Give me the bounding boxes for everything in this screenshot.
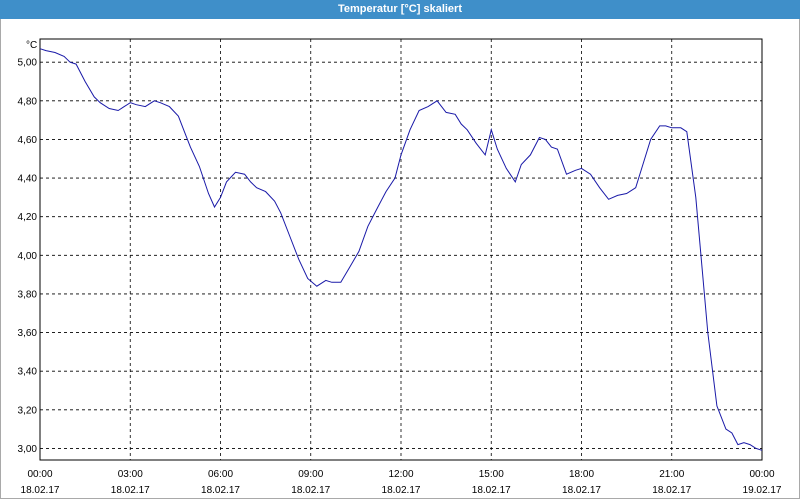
y-tick-label: 3,80 bbox=[18, 289, 38, 300]
y-tick-label: 4,60 bbox=[18, 135, 38, 146]
x-tick-time-label: 00:00 bbox=[749, 469, 774, 480]
x-tick-time-label: 21:00 bbox=[659, 469, 684, 480]
x-tick-date-label: 19.02.17 bbox=[743, 485, 782, 496]
x-axis-ticks: 00:00 18.02.17 03:00 18.02.17 06:00 18.02.17 0… bbox=[21, 469, 782, 496]
x-tick-date-label: 18.02.17 bbox=[21, 485, 60, 496]
y-axis-unit-label: °C bbox=[26, 40, 37, 51]
x-tick-time-label: 15:00 bbox=[479, 469, 504, 480]
chart-title: Temperatur [°C] skaliert bbox=[337, 3, 462, 15]
x-tick-time-label: 00:00 bbox=[27, 469, 52, 480]
x-tick-date-label: 18.02.17 bbox=[472, 485, 511, 496]
x-tick-date-label: 18.02.17 bbox=[382, 485, 421, 496]
chart-panel bbox=[0, 19, 800, 499]
y-tick-label: 4,80 bbox=[18, 96, 38, 107]
y-tick-label: 3,40 bbox=[18, 367, 38, 378]
x-tick-time-label: 06:00 bbox=[208, 469, 233, 480]
y-tick-label: 4,20 bbox=[18, 212, 38, 223]
x-tick-time-label: 18:00 bbox=[569, 469, 594, 480]
y-axis-ticks: 5,00 4,80 4,60 4,40 4,20 4,00 3,80 3,60 3,40 3,20… bbox=[18, 58, 38, 455]
temperature-series-line bbox=[39, 48, 763, 451]
y-tick-label: 4,00 bbox=[18, 251, 38, 262]
chart-title-bar: Temperatur [°C] skaliert bbox=[0, 0, 800, 19]
x-tick-time-label: 03:00 bbox=[118, 469, 143, 480]
x-tick-date-label: 18.02.17 bbox=[291, 485, 330, 496]
x-tick-date-label: 18.02.17 bbox=[201, 485, 240, 496]
x-tick-date-label: 18.02.17 bbox=[111, 485, 150, 496]
y-tick-label: 3,60 bbox=[18, 328, 38, 339]
y-tick-label: 4,40 bbox=[18, 174, 38, 185]
plot-area bbox=[39, 38, 763, 461]
y-tick-label: 5,00 bbox=[18, 58, 38, 69]
x-tick-date-label: 18.02.17 bbox=[652, 485, 691, 496]
y-tick-label: 3,20 bbox=[18, 405, 38, 416]
y-tick-label: 3,00 bbox=[18, 444, 38, 455]
x-tick-date-label: 18.02.17 bbox=[562, 485, 601, 496]
grid-lines bbox=[40, 39, 762, 460]
x-tick-time-label: 09:00 bbox=[298, 469, 323, 480]
x-tick-time-label: 12:00 bbox=[388, 469, 413, 480]
